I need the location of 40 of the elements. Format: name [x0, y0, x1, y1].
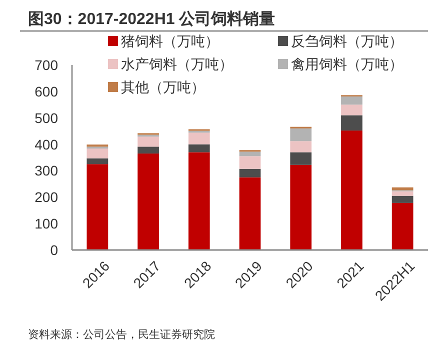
bar: [86, 158, 108, 164]
legend-label: 猪饲料（万吨）: [121, 33, 219, 49]
bar: [341, 104, 362, 116]
bar: [86, 164, 108, 250]
bar: [290, 141, 312, 152]
bar: [392, 196, 414, 203]
y-tick-label: 200: [34, 189, 58, 206]
bar: [239, 168, 261, 178]
bar: [239, 177, 261, 250]
y-tick-label: 0: [50, 242, 58, 258]
bar: [138, 154, 159, 250]
legend-label: 水产饲料（万吨）: [121, 56, 233, 72]
bar: [392, 191, 414, 196]
bar: [341, 96, 362, 105]
chart-title: 图30：2017-2022H1 公司饲料销量: [28, 10, 276, 28]
bar: [290, 152, 312, 165]
y-tick-label: 100: [34, 216, 58, 232]
legend-label: 其他（万吨）: [121, 79, 205, 95]
y-tick-label: 600: [34, 83, 58, 100]
y-tick-label: 700: [34, 57, 58, 73]
bar: [239, 152, 261, 156]
bar: [341, 115, 362, 131]
legend-label: 反刍饲料（万吨）: [291, 33, 403, 49]
bar: [138, 146, 159, 154]
bar: [138, 136, 159, 147]
bar: [188, 132, 210, 144]
bar: [341, 130, 362, 250]
text: 资料来源：公司公告，民生证券研究院: [28, 328, 215, 341]
bar: [392, 187, 414, 190]
bar: [392, 202, 414, 250]
y-tick-label: 400: [34, 136, 58, 152]
bar: [290, 164, 312, 250]
bar: [239, 156, 261, 169]
y-tick-label: 300: [34, 162, 58, 179]
bar: [86, 148, 108, 158]
legend-label: 禽用饲料（万吨）: [291, 56, 403, 72]
bar: [188, 152, 210, 250]
bar: [290, 128, 312, 142]
y-tick-label: 500: [34, 110, 58, 126]
bar: [188, 144, 210, 152]
